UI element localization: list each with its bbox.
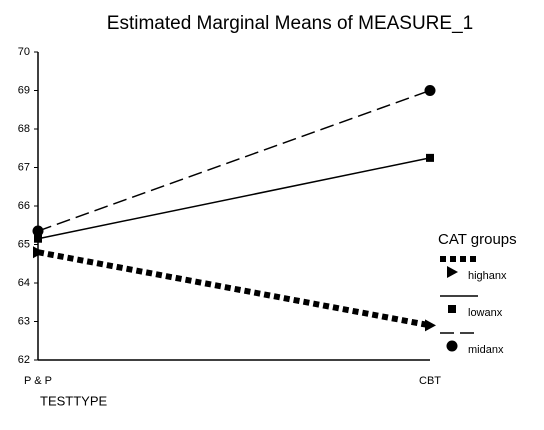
x-tick-label: P & P [24, 375, 52, 387]
series-line [38, 252, 430, 325]
y-tick-label: 67 [18, 161, 30, 173]
y-tick-label: 70 [18, 46, 30, 58]
legend-label: lowanx [468, 307, 503, 319]
data-point [425, 319, 436, 331]
y-tick-label: 69 [18, 84, 30, 96]
y-tick-label: 65 [18, 238, 30, 250]
y-tick-label: 68 [18, 123, 30, 135]
legend-marker [447, 341, 458, 352]
data-point [33, 226, 44, 237]
data-point [426, 154, 434, 162]
legend-label: highanx [468, 270, 507, 282]
data-point [425, 85, 436, 96]
series-line [38, 158, 430, 239]
y-tick-label: 66 [18, 200, 30, 212]
chart-title: Estimated Marginal Means of MEASURE_1 [107, 13, 473, 34]
legend-label: midanx [468, 344, 504, 356]
legend-title: CAT groups [438, 231, 517, 248]
y-tick-label: 64 [18, 277, 30, 289]
chart: Estimated Marginal Means of MEASURE_1 TE… [0, 0, 544, 430]
x-axis-label: TESTTYPE [40, 393, 108, 408]
series-line [38, 91, 430, 232]
y-tick-label: 62 [18, 354, 30, 366]
x-tick-label: CBT [419, 375, 441, 387]
y-tick-label: 63 [18, 315, 30, 327]
legend-marker [448, 305, 456, 313]
legend-marker [447, 266, 458, 278]
